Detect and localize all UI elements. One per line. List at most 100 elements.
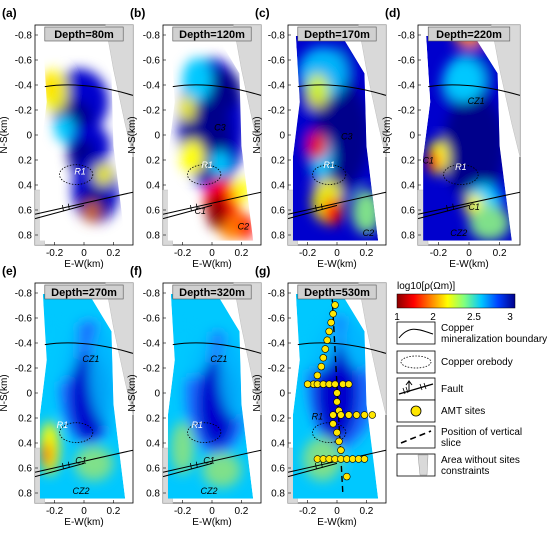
no-sites-area xyxy=(491,24,521,158)
y-axis: -0.8 -0.6 -0.4 -0.2 0 0.2 0.4 0.6 0.8 xyxy=(15,289,38,500)
y-tick-label: -0.4 xyxy=(143,81,161,92)
mineralization-boundary xyxy=(297,84,387,96)
y-tick-label: -0.6 xyxy=(398,56,416,67)
zone-label: CZ2 xyxy=(73,486,90,496)
y-tick-label: 0.8 xyxy=(18,231,32,242)
mineralization-boundary xyxy=(44,342,134,354)
legend-label: Area without sites constraints xyxy=(441,455,520,477)
y-tick-label: -0.8 xyxy=(15,289,33,300)
amt-site-dot xyxy=(313,371,322,380)
zone-label: C3 xyxy=(214,123,226,133)
x-axis-title: E-W(km) xyxy=(317,517,356,528)
depth-text: Depth=120m xyxy=(179,29,245,41)
legend-label: Fault xyxy=(441,384,463,395)
no-sites-area xyxy=(105,282,134,416)
y-tick-label: 0.4 xyxy=(146,181,160,192)
x-tick-label: -0.2 xyxy=(430,248,448,259)
x-axis-title: E-W(km) xyxy=(192,517,231,528)
y-tick-label: 0.8 xyxy=(401,231,415,242)
fault-lines xyxy=(34,191,134,220)
copper-orebody xyxy=(59,164,94,185)
y-tick-label: 0.6 xyxy=(18,206,32,217)
x-tick-label: 0 xyxy=(334,506,340,517)
y-tick-label: -0.6 xyxy=(15,56,33,67)
x-tick-label: 0 xyxy=(209,248,215,259)
zone-label: C1 xyxy=(422,156,434,166)
depth-text: Depth=320m xyxy=(179,287,245,299)
y-axis: -0.8 -0.6 -0.4 -0.2 0 0.2 0.4 0.6 0.8 xyxy=(268,31,291,242)
y-tick-label: 0.4 xyxy=(18,439,32,450)
amt-site-dot xyxy=(345,411,353,419)
y-tick-label: -0.4 xyxy=(398,81,416,92)
depth-label: Depth=80m xyxy=(44,26,124,42)
x-axis: -0.2 0 0.2 xyxy=(299,242,374,259)
panel-letter: (d) xyxy=(385,6,400,20)
depth-label: Depth=320m xyxy=(172,284,252,300)
x-tick-label: -0.2 xyxy=(46,506,64,517)
amt-site-dot xyxy=(337,446,345,454)
zone-label: R1 xyxy=(201,160,213,170)
zone-label: CZ1 xyxy=(82,354,99,364)
legend-item-no-sites: Area without sites constraints xyxy=(396,453,520,477)
no-sites-area xyxy=(233,282,262,416)
colorbar-tick: 1 xyxy=(394,312,400,323)
depth-text: Depth=170m xyxy=(304,29,370,41)
colorbar: log10[ρ(Ωm)] 1 2 2.5 3 xyxy=(394,281,516,323)
amt-site-dot xyxy=(331,380,339,388)
legend-swatch xyxy=(396,350,436,374)
fault-lines xyxy=(162,449,262,478)
copper-orebody xyxy=(312,164,347,185)
resistivity-map xyxy=(292,36,379,241)
resistivity-map xyxy=(39,36,126,241)
copper-orebody xyxy=(187,164,222,185)
legend-item-fault: Fault xyxy=(396,377,463,401)
y-tick-label: 0 xyxy=(26,131,32,142)
map-panel-g: Depth=530m (g) R1 -0.8 -0.6 -0.4 -0.2 0 0.2 0.4 0.… xyxy=(252,264,387,528)
x-axis: -0.2 0 0.2 xyxy=(174,242,249,259)
panel-letter: (c) xyxy=(255,6,270,20)
y-axis: -0.8 -0.6 -0.4 -0.2 0 0.2 0.4 0.6 0.8 xyxy=(15,31,38,242)
x-tick-label: -0.2 xyxy=(299,506,317,517)
depth-label: Depth=220m xyxy=(427,26,511,42)
y-tick-label: 0 xyxy=(154,131,160,142)
amt-site-dot xyxy=(337,411,345,419)
y-axis-title: N-S(km) xyxy=(0,116,10,153)
legend-item-amt: AMT sites xyxy=(396,399,485,423)
amt-site-dot xyxy=(303,380,312,388)
y-tick-label: 0.2 xyxy=(271,156,285,167)
y-tick-label: 0.4 xyxy=(271,181,285,192)
x-axis-title: E-W(km) xyxy=(64,259,103,270)
copper-orebody xyxy=(443,164,479,185)
x-axis: -0.2 0 0.2 xyxy=(174,500,249,517)
copper-orebody xyxy=(187,422,222,443)
y-tick-label: -0.6 xyxy=(143,56,161,67)
legend-swatch xyxy=(396,425,436,449)
mineralization-boundary xyxy=(44,84,134,96)
y-tick-label: 0.4 xyxy=(18,181,32,192)
y-tick-label: -0.2 xyxy=(143,364,161,375)
zone-label: R1 xyxy=(192,420,204,430)
fault-lines xyxy=(162,191,262,220)
resistivity-map xyxy=(167,294,254,499)
map-panel-a: Depth=80m (a) R1 -0.8 -0.6 -0.4 -0.2 0 0.2 0.4 0.6… xyxy=(0,6,134,270)
legend-swatch xyxy=(396,453,436,477)
y-tick-label: -0.2 xyxy=(143,106,161,117)
depth-label: Depth=120m xyxy=(172,26,252,42)
y-axis-title: N-S(km) xyxy=(252,374,263,411)
map-panel-d: Depth=220m(d)CZ1C1R1C1CZ2-0.8-0.6-0.4-0.… xyxy=(382,6,521,270)
x-axis: -0.2 0 0.2 xyxy=(46,242,121,259)
resistivity-map xyxy=(423,36,512,241)
y-tick-label: 0 xyxy=(26,389,32,400)
zone-label: C1 xyxy=(468,202,480,212)
y-tick-label: -0.6 xyxy=(15,314,33,325)
y-axis-title: N-S(km) xyxy=(127,116,138,153)
y-tick-label: -0.6 xyxy=(268,56,286,67)
amt-site-dot xyxy=(331,301,339,309)
zone-label: CZ1 xyxy=(210,354,227,364)
amt-site-dot xyxy=(317,362,326,371)
map-panel-f: Depth=320m (f) CZ1 R1 C1 CZ2 -0.8 -0.6 -0.4 -0.2 0… xyxy=(127,264,262,528)
amt-site-dot xyxy=(335,437,343,446)
y-tick-label: 0 xyxy=(409,131,415,142)
y-tick-label: 0 xyxy=(279,131,285,142)
